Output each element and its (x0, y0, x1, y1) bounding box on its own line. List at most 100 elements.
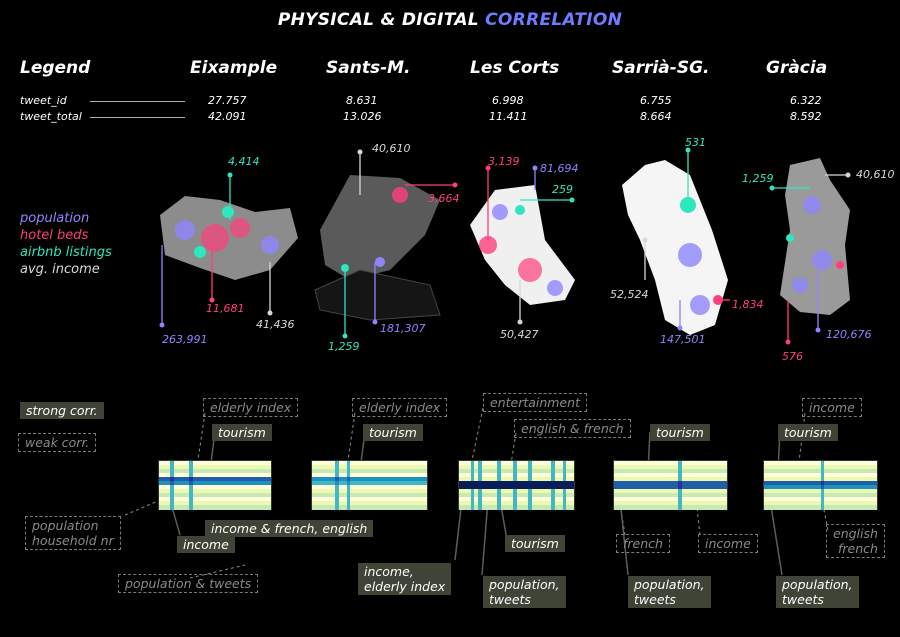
heatmap-cell (218, 477, 223, 482)
heatmap-cell (539, 485, 544, 490)
heatmap-cell (166, 497, 171, 502)
heatmap-cell (854, 481, 859, 486)
heatmap-cell (338, 501, 344, 506)
heatmap-cell (816, 461, 821, 466)
heatmap-cell (816, 481, 821, 486)
stat-tweet-total: 8.592 (790, 110, 822, 123)
heatmap-cell (543, 505, 548, 510)
heatmap-cell (562, 501, 567, 506)
heatmap-cell (520, 497, 525, 502)
heatmap-cell (786, 473, 791, 478)
heatmap-cell (516, 461, 521, 466)
heatmap-cell (520, 465, 525, 470)
heatmap-cell (873, 477, 878, 482)
heatmap-cell (381, 469, 386, 474)
heatmap-cell (816, 477, 821, 482)
heatmap-cell (651, 469, 656, 474)
heatmap-cell (562, 473, 567, 478)
heatmap-cell (459, 461, 464, 466)
heatmap-cell (354, 505, 359, 510)
heatmap-cell (470, 469, 475, 474)
heatmap-cell (708, 481, 713, 486)
heatmap-cell (226, 501, 231, 506)
heatmap-cell (211, 461, 216, 466)
heatmap-cell (797, 461, 803, 466)
heatmap-cell (361, 465, 367, 470)
map-lescorts (470, 185, 575, 305)
heatmap-cell (501, 461, 506, 466)
heatmap-cell (263, 485, 268, 490)
heatmap-cell (771, 469, 776, 474)
heatmap-cell (170, 489, 175, 494)
heatmap-cell (570, 497, 575, 502)
heatmap-cell (824, 489, 829, 494)
heatmap-cell (478, 505, 483, 510)
heatmap-cell (248, 501, 253, 506)
heatmap-cell (400, 469, 405, 474)
heatmap-cell (805, 461, 810, 466)
heatmap-cell (685, 477, 690, 482)
heatmap-cell (365, 469, 370, 474)
heatmap-cell (415, 485, 420, 490)
stat-tweet-total: 42.091 (208, 110, 247, 123)
heatmap-cell (404, 461, 409, 466)
heatmap-cell (647, 477, 653, 482)
heatmap-cell (614, 489, 619, 494)
heatmap-cell (685, 469, 690, 474)
heatmap-cell (797, 477, 803, 482)
heatmap-cell (192, 473, 197, 478)
heatmap-cell (256, 497, 261, 502)
heatmap-cell (715, 473, 720, 478)
heatmap-cell (539, 489, 544, 494)
heatmap-cell (384, 485, 390, 490)
heatmap-cell (681, 465, 687, 470)
heatmap-cell (508, 489, 514, 494)
value-gracia-population: 120,676 (826, 328, 872, 341)
heatmap-cell (670, 505, 675, 510)
heatmap-cell (335, 505, 340, 510)
heatmap-cell (497, 505, 502, 510)
heatmap-cell (681, 481, 687, 486)
heatmap-cell (177, 485, 182, 490)
heatmap-cell (873, 481, 878, 486)
heatmap-cell (505, 497, 510, 502)
heatmap-cell (566, 489, 571, 494)
heatmap-cell (809, 493, 814, 498)
heatmap-cell (674, 505, 679, 510)
heatmap-cell (478, 461, 483, 466)
heatmap-cell (508, 493, 514, 498)
value-eixample-income: 41,436 (256, 318, 295, 331)
heatmap-cell (384, 465, 390, 470)
heatmap-cell (331, 469, 336, 474)
heatmap-cell (824, 501, 829, 506)
heatmap-cell (192, 481, 197, 486)
heatmap-cell (315, 477, 321, 482)
heatmap-cell (704, 485, 709, 490)
heatmap-cell (685, 473, 690, 478)
heatmap-cell (508, 469, 514, 474)
heatmap-cell (327, 493, 332, 498)
heatmap-cell (459, 485, 464, 490)
heatmap-cell (185, 497, 190, 502)
heatmap-cell (835, 461, 840, 466)
heatmap-cell (655, 473, 660, 478)
heatmap-cell (512, 465, 517, 470)
heatmap-cell (162, 489, 167, 494)
heatmap-cell (632, 481, 638, 486)
heatmap-cell (625, 481, 630, 486)
heatmap-cell (869, 493, 874, 498)
heatmap-cell (474, 477, 479, 482)
heatmap-cell (315, 489, 321, 494)
heatmap-cell (767, 461, 773, 466)
heatmap-cell (350, 489, 355, 494)
map-gracia (780, 158, 850, 315)
heatmap-cell (666, 481, 671, 486)
heatmap-cell (696, 477, 702, 482)
heatmap-cell (388, 485, 393, 490)
heatmap-cell (331, 501, 336, 506)
heatmap-cell (505, 501, 510, 506)
heatmap-cell (704, 493, 709, 498)
heatmap-cell (558, 501, 563, 506)
heatmap-cell (346, 465, 351, 470)
